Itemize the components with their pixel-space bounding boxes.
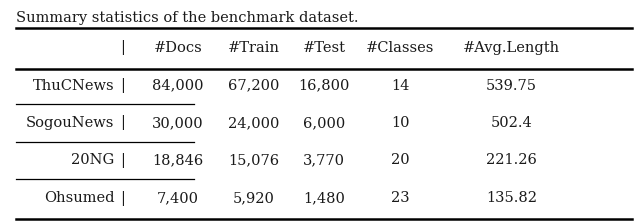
Text: 6,000: 6,000 (303, 116, 345, 130)
Text: 15,076: 15,076 (228, 153, 280, 167)
Text: |: | (120, 116, 125, 130)
Text: 84,000: 84,000 (152, 78, 204, 93)
Text: 1,480: 1,480 (303, 192, 345, 205)
Text: 30,000: 30,000 (152, 116, 204, 130)
Text: 502.4: 502.4 (491, 116, 532, 130)
Text: 20: 20 (391, 153, 410, 167)
Text: 24,000: 24,000 (228, 116, 280, 130)
Text: 20NG: 20NG (71, 153, 114, 167)
Text: SogouNews: SogouNews (26, 116, 114, 130)
Text: |: | (120, 191, 125, 206)
Text: 67,200: 67,200 (228, 78, 280, 93)
Text: 3,770: 3,770 (303, 153, 345, 167)
Text: #Train: #Train (228, 41, 280, 55)
Text: #Classes: #Classes (366, 41, 435, 55)
Text: 14: 14 (391, 78, 410, 93)
Text: 135.82: 135.82 (486, 192, 537, 205)
Text: Ohsumed: Ohsumed (44, 192, 114, 205)
Text: |: | (120, 78, 125, 93)
Text: 539.75: 539.75 (486, 78, 537, 93)
Text: |: | (120, 40, 125, 55)
Text: #Avg.Length: #Avg.Length (463, 41, 560, 55)
Text: 10: 10 (391, 116, 410, 130)
Text: 16,800: 16,800 (298, 78, 349, 93)
Text: 5,920: 5,920 (233, 192, 275, 205)
Text: 18,846: 18,846 (152, 153, 204, 167)
Text: 221.26: 221.26 (486, 153, 537, 167)
Text: ThuCNews: ThuCNews (33, 78, 114, 93)
Text: 7,400: 7,400 (157, 192, 199, 205)
Text: 23: 23 (391, 192, 410, 205)
Text: |: | (120, 153, 125, 168)
Text: #Test: #Test (303, 41, 346, 55)
Text: Summary statistics of the benchmark dataset.: Summary statistics of the benchmark data… (15, 11, 358, 25)
Text: #Docs: #Docs (154, 41, 202, 55)
